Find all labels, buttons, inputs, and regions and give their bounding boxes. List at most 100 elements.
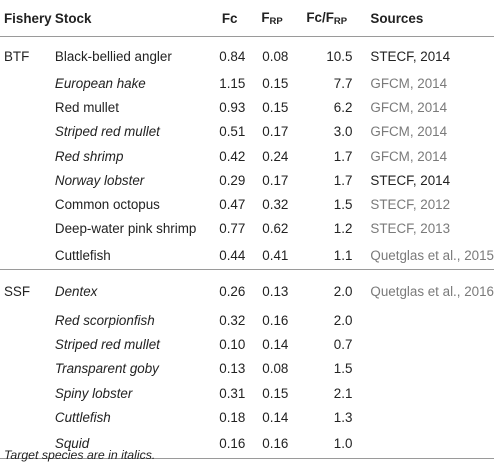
ratio-cell: 7.7 (333, 75, 353, 91)
stock-cell: Black-bellied angler (54, 48, 172, 64)
ratio-cell: 1.7 (333, 172, 353, 188)
source-cell (352, 357, 494, 381)
ratio-cell: 1.1 (288, 241, 353, 271)
stock-cell: Spiny lobster (54, 385, 133, 401)
stock-cell: Common octopus (54, 197, 160, 213)
ratio-cell: 2.1 (333, 385, 353, 401)
stock-cell: Norway lobster (54, 172, 145, 188)
frp-cell: 0.15 (262, 99, 289, 115)
ratio-cell: 1.0 (288, 429, 353, 459)
fc-cell: 0.10 (219, 337, 246, 353)
ratio-cell: 1.5 (333, 197, 353, 213)
source-cell (352, 308, 494, 332)
table-row: Cuttlefish 0.18 0.14 1.3 (0, 405, 494, 429)
frp-cell: 0.16 (245, 429, 289, 459)
header-frp-sub: RP (269, 15, 283, 27)
fishery-cell (0, 241, 55, 271)
stock-cell: Dentex (54, 283, 98, 299)
source-cell: GFCM, 2014 (370, 148, 448, 164)
fc-cell: 0.29 (219, 172, 246, 188)
fishery-cell (0, 381, 55, 405)
frp-cell: 0.16 (262, 312, 289, 328)
ratio-cell: 1.2 (333, 221, 353, 237)
table-row: Striped red mullet 0.51 0.17 3.0 GFCM, 2014 (0, 120, 494, 144)
source-cell: Quetglas et al., 2016 (370, 283, 494, 299)
table-row: Norway lobster 0.29 0.17 1.7 STECF, 2014 (0, 168, 494, 192)
stock-cell: Red scorpionfish (54, 312, 155, 328)
ratio-cell: 2.0 (333, 312, 353, 328)
header-stock: Stock (54, 0, 198, 37)
stock-cell: Striped red mullet (54, 337, 160, 353)
table-row: Transparent goby 0.13 0.08 1.5 (0, 357, 494, 381)
fishery-group-ssf: SSF Dentex 0.26 0.13 2.0 Quetglas et al., 201… (0, 270, 494, 459)
fc-cell: 0.32 (219, 312, 246, 328)
fishery-cell (0, 308, 55, 332)
ratio-cell: 10.5 (326, 48, 353, 64)
fishery-cell: BTF (4, 48, 30, 64)
fishery-cell (0, 95, 55, 119)
fishery-cell (0, 332, 55, 356)
fc-cell: 1.15 (219, 75, 246, 91)
table-row: SSF Dentex 0.26 0.13 2.0 Quetglas et al., 201… (0, 270, 494, 309)
table-row: Striped red mullet 0.10 0.14 0.7 (0, 332, 494, 356)
frp-cell: 0.41 (245, 241, 289, 271)
fc-cell: 0.44 (197, 241, 246, 271)
table-row: Cuttlefish 0.44 0.41 1.1 Quetglas et al., 20… (0, 241, 494, 271)
ratio-cell: 0.7 (333, 337, 353, 353)
header-ratio-main: Fc/F (306, 9, 334, 25)
stock-cell: Striped red mullet (54, 124, 160, 140)
frp-cell: 0.08 (262, 48, 289, 64)
fc-cell: 0.13 (219, 361, 246, 377)
frp-cell: 0.14 (262, 337, 289, 353)
ratio-cell: 1.3 (333, 409, 353, 425)
fc-cell: 0.16 (197, 429, 246, 459)
table-row: Red shrimp 0.42 0.24 1.7 GFCM, 2014 (0, 144, 494, 168)
frp-cell: 0.08 (262, 361, 289, 377)
frp-cell: 0.62 (262, 221, 289, 237)
fc-cell: 0.42 (219, 148, 246, 164)
fishing-mortality-table: Fishery Stock Fc FRP Fc/FRP Sources BTF B… (0, 0, 494, 459)
frp-cell: 0.24 (262, 148, 289, 164)
fishery-group-btf: BTF Black-bellied angler 0.84 0.08 10.5 STECF… (0, 37, 494, 271)
fc-cell: 0.84 (219, 48, 246, 64)
stock-cell: Cuttlefish (54, 409, 111, 425)
ratio-cell: 1.7 (333, 148, 353, 164)
header-frp: FRP (245, 0, 289, 37)
ratio-cell: 2.0 (333, 283, 353, 299)
source-cell (352, 405, 494, 429)
fishery-cell (0, 168, 55, 192)
stock-cell: Red shrimp (54, 148, 124, 164)
fishery-cell: SSF (4, 283, 31, 299)
source-cell: STECF, 2014 (370, 172, 451, 188)
ratio-cell: 3.0 (333, 124, 353, 140)
table-row: Common octopus 0.47 0.32 1.5 STECF, 2012 (0, 192, 494, 216)
source-cell: GFCM, 2014 (370, 99, 448, 115)
fc-cell: 0.31 (219, 385, 246, 401)
frp-cell: 0.32 (262, 197, 289, 213)
table-row: Red mullet 0.93 0.15 6.2 GFCM, 2014 (0, 95, 494, 119)
fishery-cell (0, 120, 55, 144)
frp-cell: 0.15 (262, 75, 289, 91)
source-cell: Quetglas et al., 2015 (352, 241, 494, 271)
stock-cell: Red mullet (54, 99, 119, 115)
source-cell (352, 381, 494, 405)
source-cell: STECF, 2012 (370, 197, 451, 213)
fishery-cell (0, 217, 55, 241)
stock-cell: Squid (54, 429, 198, 459)
header-fishery: Fishery (0, 0, 55, 37)
stock-cell: Cuttlefish (54, 241, 198, 271)
stock-cell: European hake (54, 75, 146, 91)
table-row: European hake 1.15 0.15 7.7 GFCM, 2014 (0, 71, 494, 95)
header-frp-main: F (261, 9, 270, 25)
table-row: Squid 0.16 0.16 1.0 (0, 429, 494, 459)
fc-cell: 0.26 (219, 283, 246, 299)
header-sources: Sources (352, 0, 494, 37)
table-footnote: Target species are in italics. (4, 448, 156, 462)
source-cell: STECF, 2014 (370, 48, 451, 64)
header-ratio-sub: RP (333, 15, 348, 27)
fishery-cell (0, 144, 55, 168)
fishery-cell (0, 405, 55, 429)
table-row: Red scorpionfish 0.32 0.16 2.0 (0, 308, 494, 332)
ratio-cell: 6.2 (333, 99, 353, 115)
